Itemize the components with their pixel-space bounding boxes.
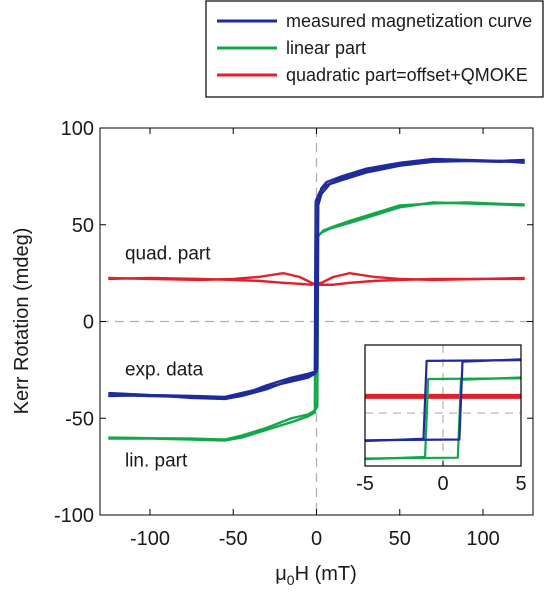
main-series-group [100, 128, 533, 515]
legend-label-quadratic: quadratic part=offset+QMOKE [286, 65, 528, 85]
inset-plot: -5 0 5 [356, 344, 527, 495]
series-0-branch-2 [108, 159, 525, 401]
y-axis-label: Kerr Rotation (mdeg) [11, 228, 33, 415]
legend-label-measured: measured magnetization curve [286, 11, 532, 31]
inset-series-group [364, 345, 522, 466]
y-tick-label-100: 100 [61, 118, 94, 140]
inset-measured-branch-1 [364, 359, 522, 443]
inset-x-tick-label-neg5: -5 [356, 473, 374, 495]
x-tick-label-neg100: -100 [130, 528, 170, 550]
main-ticks [100, 127, 533, 516]
inset-x-tick-label-5: 5 [515, 473, 526, 495]
x-tick-label-0: 0 [311, 528, 322, 550]
annotation-exp-data: exp. data [125, 360, 204, 381]
y-tick-label-0: 0 [83, 312, 94, 334]
inset-ticks [364, 461, 522, 466]
x-tick-label-neg50: -50 [219, 528, 248, 550]
x-tick-label-50: 50 [389, 528, 411, 550]
annotation-lin-part: lin. part [125, 451, 188, 472]
inset-linear-branch-1 [364, 377, 522, 461]
y-tick-label-50: 50 [72, 215, 94, 237]
x-axis-label: μ0H (mT) [275, 563, 357, 588]
main-tick-labels: 100 50 0 -50 -100 -100 -50 0 50 100 [54, 118, 500, 550]
main-plot: 100 50 0 -50 -100 -100 -50 0 50 100 μ0H … [11, 118, 534, 588]
annotation-quad-part: quad. part [125, 244, 211, 265]
inset-x-tick-label-0: 0 [437, 473, 448, 495]
x-tick-label-100: 100 [466, 528, 499, 550]
y-tick-label-neg50: -50 [65, 408, 94, 430]
y-tick-label-neg100: -100 [54, 505, 94, 527]
legend-label-linear: linear part [286, 38, 366, 58]
legend: measured magnetization curve linear part… [205, 0, 544, 98]
